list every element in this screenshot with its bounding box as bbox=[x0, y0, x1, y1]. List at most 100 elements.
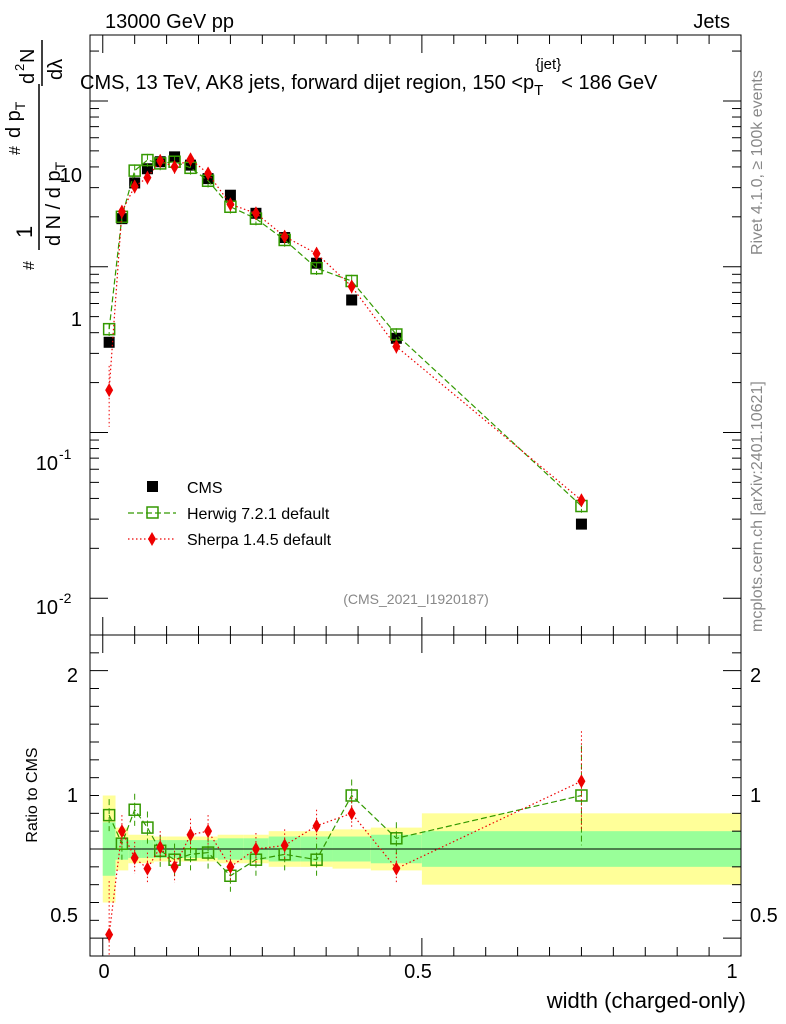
ratio-point-sherpa bbox=[105, 927, 114, 942]
ylabel-dp: d pT bbox=[3, 101, 28, 138]
series-layer bbox=[102, 151, 588, 956]
ratio-tick-left-1: 1 bbox=[67, 785, 78, 807]
y-axis-label: # 1 d N / d pT # d pT d 2 N dλ bbox=[3, 40, 68, 270]
side-label-rivet: Rivet 4.1.0, ≥ 100k events bbox=[749, 70, 766, 255]
title-main: CMS, 13 TeV, AK8 jets, forward dijet reg… bbox=[80, 72, 534, 94]
legend-marker-herwig bbox=[146, 506, 159, 519]
ratio-point-herwig bbox=[310, 853, 323, 866]
ytick-label-0.1: 10 bbox=[36, 453, 58, 475]
ytick-label-10: 10 bbox=[60, 165, 82, 187]
legend-marker-cms bbox=[147, 481, 158, 492]
data-point-cms bbox=[575, 518, 587, 530]
title-post: < 186 GeV bbox=[561, 72, 658, 94]
series-line bbox=[108, 158, 582, 501]
data-point-sherpa bbox=[117, 204, 126, 219]
ratio-point-herwig bbox=[345, 789, 358, 802]
data-point-sherpa bbox=[392, 339, 401, 354]
data-point-sherpa bbox=[143, 170, 152, 185]
ylabel-N: N bbox=[17, 49, 39, 63]
ratio-point-herwig bbox=[128, 803, 141, 817]
ytick-exp-0.01: -2 bbox=[59, 590, 72, 606]
ratio-point-sherpa bbox=[170, 859, 179, 874]
data-point-sherpa bbox=[130, 179, 139, 194]
ratio-point-sherpa bbox=[117, 824, 126, 839]
data-point-sherpa bbox=[186, 152, 195, 167]
xtick-label-0: 0 bbox=[98, 961, 109, 983]
legend: CMS Herwig 7.2.1 default Sherpa 1.4.5 de… bbox=[128, 480, 332, 549]
ytick-exp-0.1: -1 bbox=[59, 446, 72, 462]
ratio-point-herwig bbox=[201, 846, 215, 859]
ratio-point-sherpa bbox=[392, 861, 401, 876]
data-point-sherpa bbox=[105, 383, 114, 398]
ratio-point-herwig bbox=[390, 832, 403, 845]
data-point-cms bbox=[224, 189, 236, 201]
data-point-sherpa bbox=[280, 229, 289, 244]
ratio-y-label: Ratio to CMS bbox=[24, 747, 41, 842]
data-point-sherpa bbox=[577, 493, 586, 508]
ratio-tick-right-0.5: 0.5 bbox=[750, 905, 778, 927]
ratio-point-sherpa bbox=[143, 861, 152, 876]
data-point-cms bbox=[141, 163, 153, 175]
ratio-point-sherpa bbox=[312, 818, 321, 833]
header-left: 13000 GeV pp bbox=[105, 11, 234, 33]
title-sup: {jet} bbox=[535, 56, 561, 73]
analysis-watermark: (CMS_2021_I1920187) bbox=[343, 591, 489, 607]
ratio-tick-right-1: 1 bbox=[750, 785, 761, 807]
ratio-tick-left-0.5: 0.5 bbox=[50, 905, 78, 927]
ytick-label-0.01: 10 bbox=[36, 597, 58, 619]
axis-ticks bbox=[90, 35, 742, 956]
ylabel-hash-2: # bbox=[7, 146, 24, 155]
series-line bbox=[108, 159, 582, 507]
ratio-point-sherpa bbox=[130, 850, 139, 865]
ratio-point-herwig bbox=[184, 848, 197, 861]
xtick-label-1: 1 bbox=[726, 961, 737, 983]
data-point-herwig bbox=[141, 153, 154, 167]
data-point-sherpa bbox=[156, 153, 165, 168]
ratio-tick-right-2: 2 bbox=[750, 665, 761, 687]
ylabel-d2: d bbox=[17, 73, 39, 84]
ratio-point-sherpa bbox=[226, 859, 235, 874]
ytick-label-1: 1 bbox=[71, 309, 82, 331]
ratio-point-sherpa bbox=[156, 840, 165, 855]
ratio-tick-left-2: 2 bbox=[67, 665, 78, 687]
ratio-point-sherpa bbox=[347, 806, 356, 821]
legend-marker-sherpa bbox=[148, 532, 156, 546]
data-point-sherpa bbox=[170, 159, 179, 174]
data-point-sherpa bbox=[226, 197, 235, 212]
data-point-cms bbox=[346, 294, 358, 306]
data-point-sherpa bbox=[347, 279, 356, 294]
data-point-sherpa bbox=[204, 166, 213, 181]
data-point-herwig bbox=[128, 164, 141, 177]
ratio-point-herwig bbox=[102, 808, 116, 822]
legend-label-herwig: Herwig 7.2.1 default bbox=[187, 506, 330, 523]
data-point-sherpa bbox=[251, 206, 260, 221]
ratio-point-sherpa bbox=[204, 824, 213, 839]
series-sherpa bbox=[105, 152, 586, 956]
ylabel-hash-1: # bbox=[21, 261, 38, 270]
series-cms bbox=[103, 151, 587, 530]
side-label-mcplots: mcplots.cern.ch [arXiv:2401.10621] bbox=[749, 381, 766, 632]
ratio-point-sherpa bbox=[251, 842, 260, 856]
xtick-label-0.5: 0.5 bbox=[404, 961, 432, 983]
series-herwig bbox=[102, 153, 588, 892]
ylabel-one: 1 bbox=[12, 226, 37, 238]
ratio-point-herwig bbox=[575, 789, 588, 802]
data-point-cms bbox=[103, 336, 115, 348]
ratio-point-herwig bbox=[141, 821, 154, 834]
data-point-sherpa bbox=[312, 246, 321, 261]
legend-label-cms: CMS bbox=[187, 480, 223, 497]
ratio-point-sherpa bbox=[280, 838, 289, 853]
title-sub: T bbox=[534, 82, 543, 99]
ylabel-sq: 2 bbox=[12, 64, 27, 71]
ratio-point-sherpa bbox=[186, 827, 195, 842]
data-point-herwig bbox=[310, 261, 323, 275]
ylabel-denominator: d N / d pT bbox=[43, 161, 68, 246]
ratio-plot-frame bbox=[89, 634, 742, 957]
chart-title: CMS, 13 TeV, AK8 jets, forward dijet reg… bbox=[80, 56, 658, 99]
legend-label-sherpa: Sherpa 1.4.5 default bbox=[187, 532, 332, 549]
header-right: Jets bbox=[693, 11, 730, 33]
ylabel-dlambda: dλ bbox=[45, 59, 67, 80]
x-axis-label: width (charged-only) bbox=[546, 988, 746, 1013]
ratio-point-sherpa bbox=[577, 774, 586, 789]
